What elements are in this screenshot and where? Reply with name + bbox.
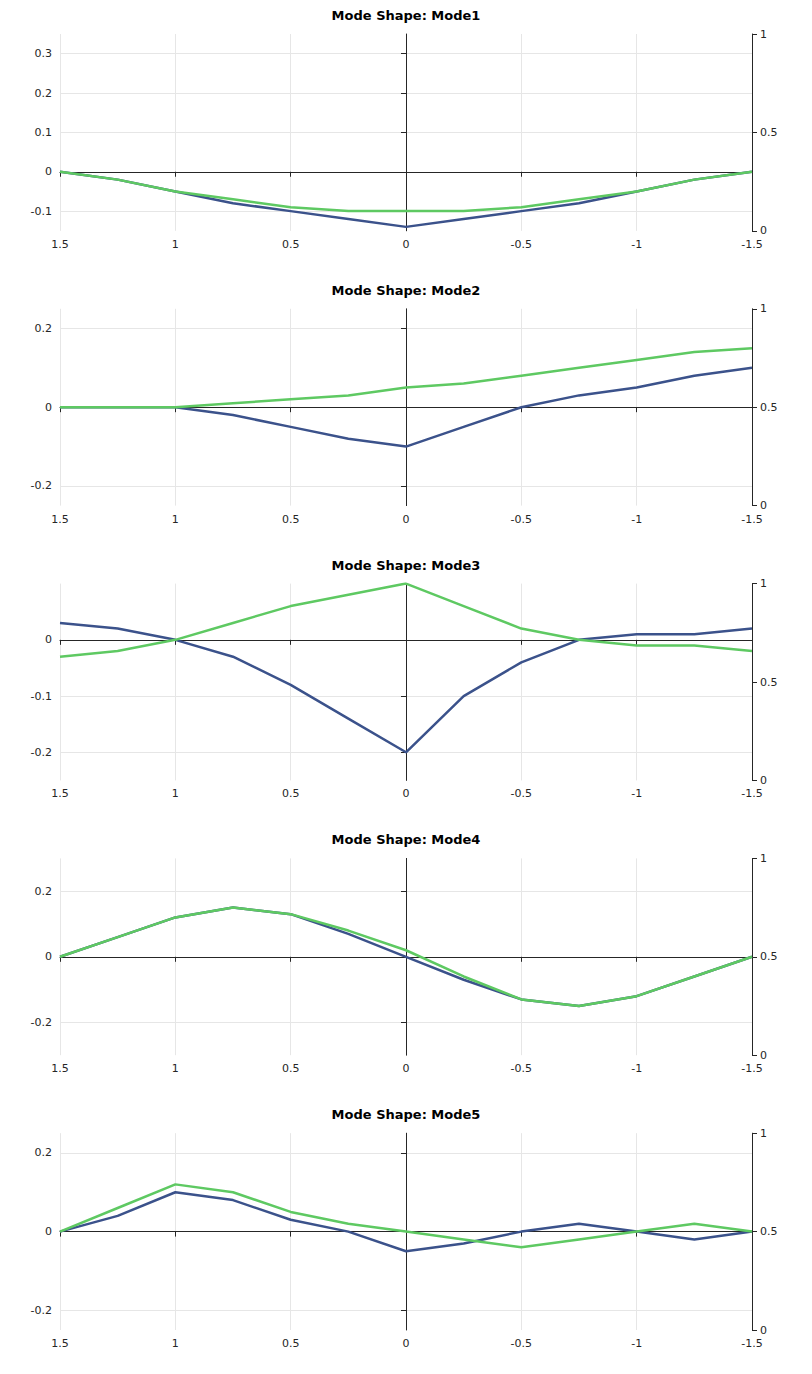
svg-text:0.3: 0.3 (35, 47, 53, 60)
svg-text:0: 0 (760, 774, 767, 787)
svg-text:-0.5: -0.5 (511, 787, 532, 800)
svg-text:0.5: 0.5 (760, 1225, 778, 1238)
svg-text:0.5: 0.5 (282, 1337, 300, 1350)
svg-text:-0.2: -0.2 (31, 479, 52, 492)
svg-text:-1: -1 (631, 1337, 642, 1350)
svg-text:0: 0 (45, 950, 52, 963)
svg-text:-1.5: -1.5 (741, 1337, 762, 1350)
svg-text:0: 0 (760, 1324, 767, 1337)
svg-text:0.2: 0.2 (35, 87, 53, 100)
svg-text:-1.5: -1.5 (741, 238, 762, 251)
svg-text:0: 0 (760, 224, 767, 237)
svg-text:0: 0 (760, 1049, 767, 1062)
svg-text:-1.5: -1.5 (741, 1062, 762, 1075)
svg-text:Mode Shape: Mode2: Mode Shape: Mode2 (332, 283, 481, 298)
svg-text:0: 0 (760, 499, 767, 512)
svg-text:0.5: 0.5 (760, 676, 778, 689)
svg-text:1: 1 (172, 238, 179, 251)
svg-text:0.2: 0.2 (35, 1146, 53, 1159)
svg-text:1.5: 1.5 (51, 1062, 69, 1075)
svg-text:1: 1 (172, 787, 179, 800)
svg-text:-0.2: -0.2 (31, 746, 52, 759)
svg-text:Mode Shape: Mode3: Mode Shape: Mode3 (332, 558, 481, 573)
svg-text:1: 1 (172, 1337, 179, 1350)
svg-text:0.5: 0.5 (282, 513, 300, 526)
svg-text:1: 1 (172, 513, 179, 526)
svg-text:0: 0 (403, 1062, 410, 1075)
svg-text:0: 0 (45, 1225, 52, 1238)
svg-text:-0.1: -0.1 (31, 690, 52, 703)
svg-text:-1: -1 (631, 1062, 642, 1075)
svg-text:-0.5: -0.5 (511, 1337, 532, 1350)
svg-text:Mode Shape: Mode4: Mode Shape: Mode4 (332, 832, 481, 847)
svg-text:Mode Shape: Mode1: Mode Shape: Mode1 (332, 8, 481, 23)
svg-text:0: 0 (403, 513, 410, 526)
svg-text:-0.5: -0.5 (511, 1062, 532, 1075)
svg-text:0: 0 (403, 787, 410, 800)
svg-text:1: 1 (760, 852, 767, 865)
svg-text:0.5: 0.5 (760, 126, 778, 139)
svg-text:Mode Shape: Mode5: Mode Shape: Mode5 (332, 1107, 481, 1122)
svg-text:1: 1 (760, 1127, 767, 1140)
svg-text:0.5: 0.5 (760, 950, 778, 963)
svg-text:1.5: 1.5 (51, 513, 69, 526)
svg-text:0.5: 0.5 (282, 238, 300, 251)
svg-text:1: 1 (760, 28, 767, 41)
svg-text:0: 0 (45, 401, 52, 414)
svg-text:1.5: 1.5 (51, 1337, 69, 1350)
svg-text:-0.2: -0.2 (31, 1016, 52, 1029)
svg-text:-0.5: -0.5 (511, 238, 532, 251)
svg-text:1.5: 1.5 (51, 787, 69, 800)
svg-text:0: 0 (403, 238, 410, 251)
svg-text:-0.5: -0.5 (511, 513, 532, 526)
svg-text:0.5: 0.5 (282, 1062, 300, 1075)
svg-text:0: 0 (45, 165, 52, 178)
svg-text:0.5: 0.5 (760, 401, 778, 414)
svg-text:-0.1: -0.1 (31, 205, 52, 218)
svg-text:0.2: 0.2 (35, 322, 53, 335)
svg-text:0.1: 0.1 (35, 126, 53, 139)
svg-text:1: 1 (760, 577, 767, 590)
svg-text:0: 0 (403, 1337, 410, 1350)
svg-text:0.5: 0.5 (282, 787, 300, 800)
svg-text:-1.5: -1.5 (741, 787, 762, 800)
svg-text:-1.5: -1.5 (741, 513, 762, 526)
svg-text:1: 1 (172, 1062, 179, 1075)
svg-text:0: 0 (45, 633, 52, 646)
svg-text:-1: -1 (631, 238, 642, 251)
svg-text:1.5: 1.5 (51, 238, 69, 251)
svg-text:0.2: 0.2 (35, 885, 53, 898)
svg-text:-1: -1 (631, 513, 642, 526)
svg-text:-1: -1 (631, 787, 642, 800)
svg-text:1: 1 (760, 302, 767, 315)
svg-text:-0.2: -0.2 (31, 1304, 52, 1317)
